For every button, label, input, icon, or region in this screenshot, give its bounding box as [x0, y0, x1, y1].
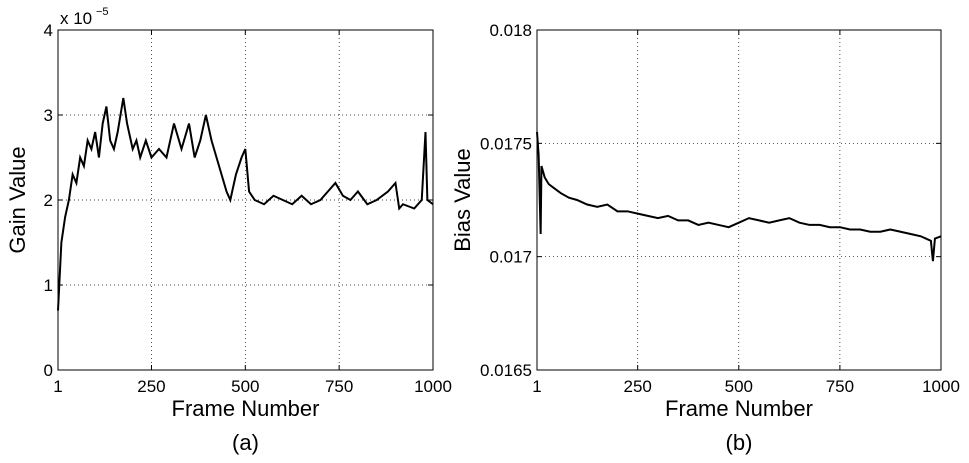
data-line: [57, 97, 434, 311]
caption: (a): [232, 430, 259, 455]
y-tick-label: 0.0165: [480, 361, 532, 380]
caption: (b): [726, 430, 753, 455]
plot-frame: [57, 29, 434, 371]
y-scale-label: x 10: [60, 9, 92, 28]
x-tick-label: 500: [725, 377, 753, 396]
y-tick-label: 2: [44, 191, 53, 210]
y-tick-label: 0.017: [489, 248, 532, 267]
data-line: [536, 131, 942, 262]
y-tick-label: 1: [44, 276, 53, 295]
y-tick-label: 0: [44, 361, 53, 380]
x-tick-label: 250: [624, 377, 652, 396]
x-tick-label: 1000: [414, 377, 452, 396]
y-tick-label: 0.018: [489, 21, 532, 40]
x-tick-label: 1: [53, 377, 62, 396]
x-tick-label: 250: [137, 377, 165, 396]
x-tick-label: 750: [325, 377, 353, 396]
x-tick-label: 500: [231, 377, 259, 396]
y-scale-exponent: −5: [96, 6, 109, 18]
plot-frame: [536, 29, 942, 371]
x-tick-label: 1: [532, 377, 541, 396]
x-axis-label: Frame Number: [172, 396, 320, 421]
x-axis-label: Frame Number: [665, 396, 813, 421]
y-tick-label: 0.0175: [480, 134, 532, 153]
y-tick-label: 4: [44, 21, 53, 40]
x-tick-label: 750: [826, 377, 854, 396]
x-tick-label: 1000: [922, 377, 960, 396]
y-axis-label: Bias Value: [450, 148, 475, 252]
y-tick-label: 3: [44, 106, 53, 125]
y-axis-label: Gain Value: [5, 146, 30, 253]
